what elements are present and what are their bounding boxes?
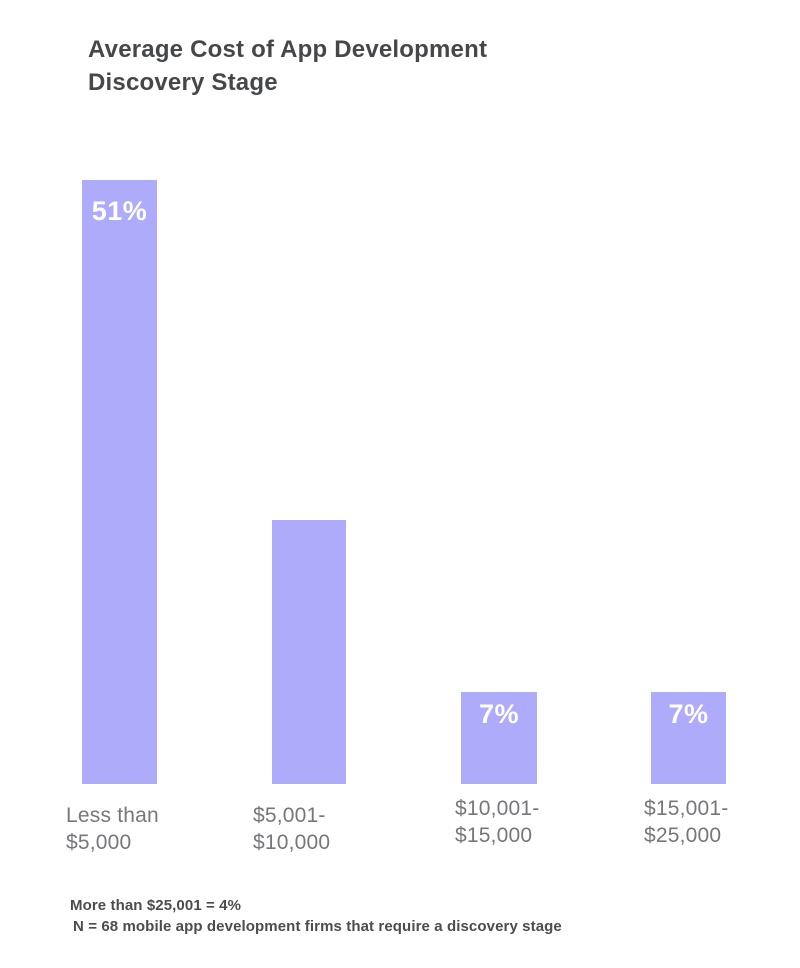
category-line2: $10,000 xyxy=(253,831,331,854)
category-line1: $15,001- xyxy=(644,797,729,820)
bar-value-label: 7% xyxy=(668,699,709,729)
category-line1: Less than xyxy=(66,804,159,827)
chart-title-line2: Discovery Stage xyxy=(88,69,278,96)
bar-less-than-5000: 51% xyxy=(82,180,157,784)
chart-title: Average Cost of App Development Discover… xyxy=(88,33,487,99)
footnotes: More than $25,001 = 4% N = 68 mobile app… xyxy=(70,895,562,937)
chart-title-line1: Average Cost of App Development xyxy=(88,36,488,63)
category-label-10001-15000: $10,001- $15,000 xyxy=(455,795,540,849)
footnote-sample-size: N = 68 mobile app development firms that… xyxy=(73,918,562,935)
category-label-less-than-5000: Less than $5,000 xyxy=(66,802,159,856)
bar-10001-15000: 7% xyxy=(461,692,537,784)
bar-value-label: 51% xyxy=(91,196,148,226)
category-label-15001-25000: $15,001- $25,000 xyxy=(644,795,729,849)
category-label-5001-10000: $5,001- $10,000 xyxy=(253,802,330,856)
bar-15001-25000: 7% xyxy=(651,692,726,784)
category-line2: $15,000 xyxy=(455,824,533,847)
category-line2: $5,000 xyxy=(66,831,132,854)
category-line1: $10,001- xyxy=(455,797,540,820)
category-line2: $25,000 xyxy=(644,824,722,847)
footnote-more-than-25001: More than $25,001 = 4% xyxy=(70,897,242,914)
bar-5001-10000 xyxy=(272,520,346,784)
category-line1: $5,001- xyxy=(253,804,326,827)
bar-value-label: 7% xyxy=(478,699,520,729)
